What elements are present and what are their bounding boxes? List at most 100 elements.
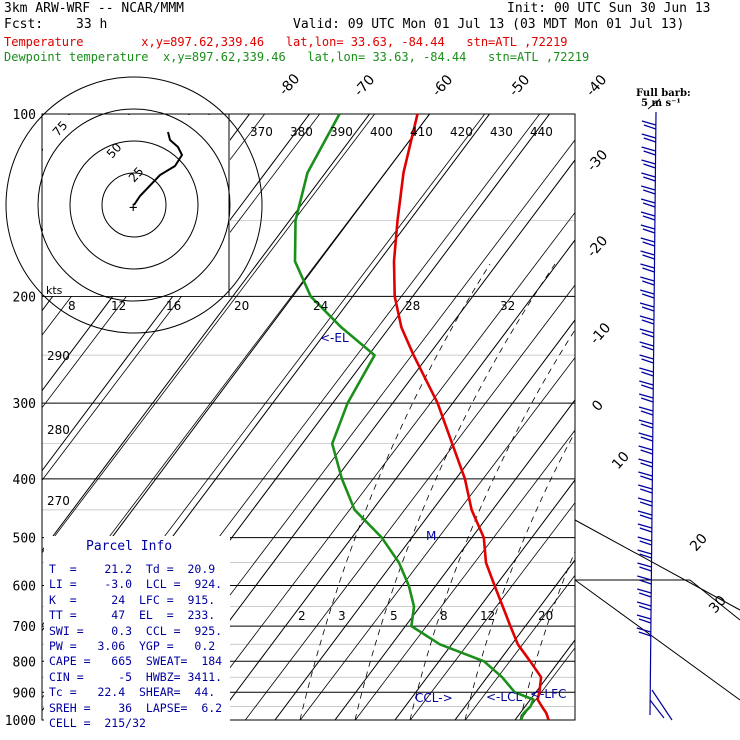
frame-diagonal: [689, 579, 740, 621]
wind-barb: [640, 237, 655, 243]
isotherm: [394, 479, 575, 720]
mixing-ratio-label: 12: [480, 609, 495, 623]
theta-label: 380: [290, 125, 313, 139]
dry-adiabat: [519, 647, 575, 720]
wind-barb: [637, 575, 652, 581]
wind-barb: [640, 475, 653, 481]
wind-barb: [639, 315, 655, 321]
wind-barb: [638, 484, 653, 490]
valid-time: Valid: 09 UTC Mon 01 Jul 13 (03 MDT Mon …: [293, 17, 685, 32]
wind-barb: [639, 302, 655, 308]
theta-label: 440: [530, 125, 553, 139]
wind-barb: [636, 601, 652, 607]
wind-barb: [640, 462, 653, 468]
speed-label: 24: [313, 299, 328, 313]
dry-adiabat: [464, 574, 575, 720]
wind-barb: [642, 202, 656, 208]
trace-temperature: [392, 114, 550, 720]
init-time: Init: 00 UTC Sun 30 Jun 13: [507, 1, 711, 16]
wind-barb: [641, 133, 656, 139]
isotherm-label: -80: [276, 71, 303, 99]
frame-diagonal: [574, 579, 740, 701]
isotherm: [214, 239, 575, 720]
wind-barb: [643, 163, 656, 169]
wind-barb: [638, 432, 653, 438]
wind-barb: [638, 445, 653, 451]
wind-barb: [642, 241, 655, 247]
sounding-annotation: CCL->: [415, 691, 453, 705]
theta-label: 420: [450, 125, 473, 139]
wind-barb: [639, 328, 654, 334]
hodograph-ring: [37, 108, 231, 302]
wind-barb: [638, 618, 652, 624]
isotherm-label: -60: [429, 72, 456, 100]
hodograph-ring: [5, 76, 263, 334]
wind-barb: [637, 523, 653, 529]
isotherm: [514, 639, 575, 720]
dry-adiabat: [42, 114, 431, 627]
parcel-info-row: CIN = -5 HWBZ= 3411.: [49, 669, 223, 684]
wind-barb: [641, 384, 654, 390]
theta-label: 430: [490, 125, 513, 139]
hodograph-trace: [133, 131, 184, 206]
wind-barb: [640, 397, 654, 403]
wind-barb: [638, 605, 652, 611]
wind-barb: [640, 449, 653, 455]
wind-barb: [643, 176, 656, 182]
sounding-annotation: <-LCL: [486, 690, 522, 704]
wind-barb: [637, 536, 652, 542]
moist-adiabat: [299, 263, 491, 720]
wind-barb: [640, 250, 655, 256]
isotherm-label: -10: [587, 320, 614, 348]
parcel-info-row: LI = -3.0 LCL = 924.: [49, 577, 223, 592]
parcel-info-panel: Parcel Info T = 21.2 Td = 20.9 LI = -3.0 …: [44, 536, 230, 730]
wind-barb: [642, 254, 655, 260]
isotherm-label: -70: [351, 72, 378, 100]
parcel-info-row: T = 21.2 Td = 20.9: [49, 562, 216, 576]
moist-adiabat: [519, 550, 575, 720]
mixing-ratio-label: 20: [538, 609, 553, 623]
pressure-tick-label: 1000: [5, 714, 36, 729]
hodograph: +: [5, 76, 263, 334]
isotherm-label: 10: [609, 449, 633, 473]
temperature-legend: Temperature x,y=897.62,339.46 lat,lon= 3…: [4, 35, 568, 49]
wind-barbs: [636, 111, 673, 721]
wind-barb: [641, 332, 654, 338]
wind-barb: [638, 419, 654, 425]
wind-barb: [641, 345, 654, 351]
speed-label: 12: [111, 299, 126, 313]
wind-barb: [639, 527, 653, 533]
wind-barb: [638, 458, 653, 464]
sounding-annotation: <-LFC: [530, 687, 566, 701]
wind-barb: [643, 189, 656, 195]
wind-barb: [636, 614, 652, 620]
barb-sample: [647, 98, 661, 110]
parcel-info-row: K = 24 LFC = 915.: [49, 592, 216, 607]
plot-frame: [41, 113, 576, 721]
parcel-info-row: SWI = 0.3 CCL = 925.: [49, 623, 223, 638]
isotherm-label: -30: [584, 147, 611, 175]
forecast-label: Fcst:: [4, 17, 44, 32]
wind-barb: [636, 627, 651, 633]
wind-barb: [643, 150, 656, 156]
theta-label: 390: [330, 125, 353, 139]
pressure-tick-label: 800: [13, 655, 36, 670]
dry-adiabat: [189, 211, 575, 720]
isotherm: [334, 399, 575, 720]
wind-barb: [639, 380, 654, 386]
wind-barb: [642, 215, 656, 221]
barb-unit: 5 m s⁻¹: [641, 98, 681, 109]
barb-title: Full barb:: [636, 88, 691, 99]
dry-adiabat: [299, 356, 575, 720]
theta-label: 370: [250, 125, 273, 139]
wind-barb: [651, 689, 673, 721]
wind-barb: [639, 540, 652, 546]
hodograph-ring: [101, 172, 167, 238]
wind-barb: [640, 224, 655, 230]
wind-barb: [637, 549, 652, 555]
wind-barb: [643, 124, 657, 130]
dry-adiabat: [354, 429, 575, 720]
isotherm-label: -40: [583, 72, 610, 100]
wind-barb: [640, 276, 655, 282]
